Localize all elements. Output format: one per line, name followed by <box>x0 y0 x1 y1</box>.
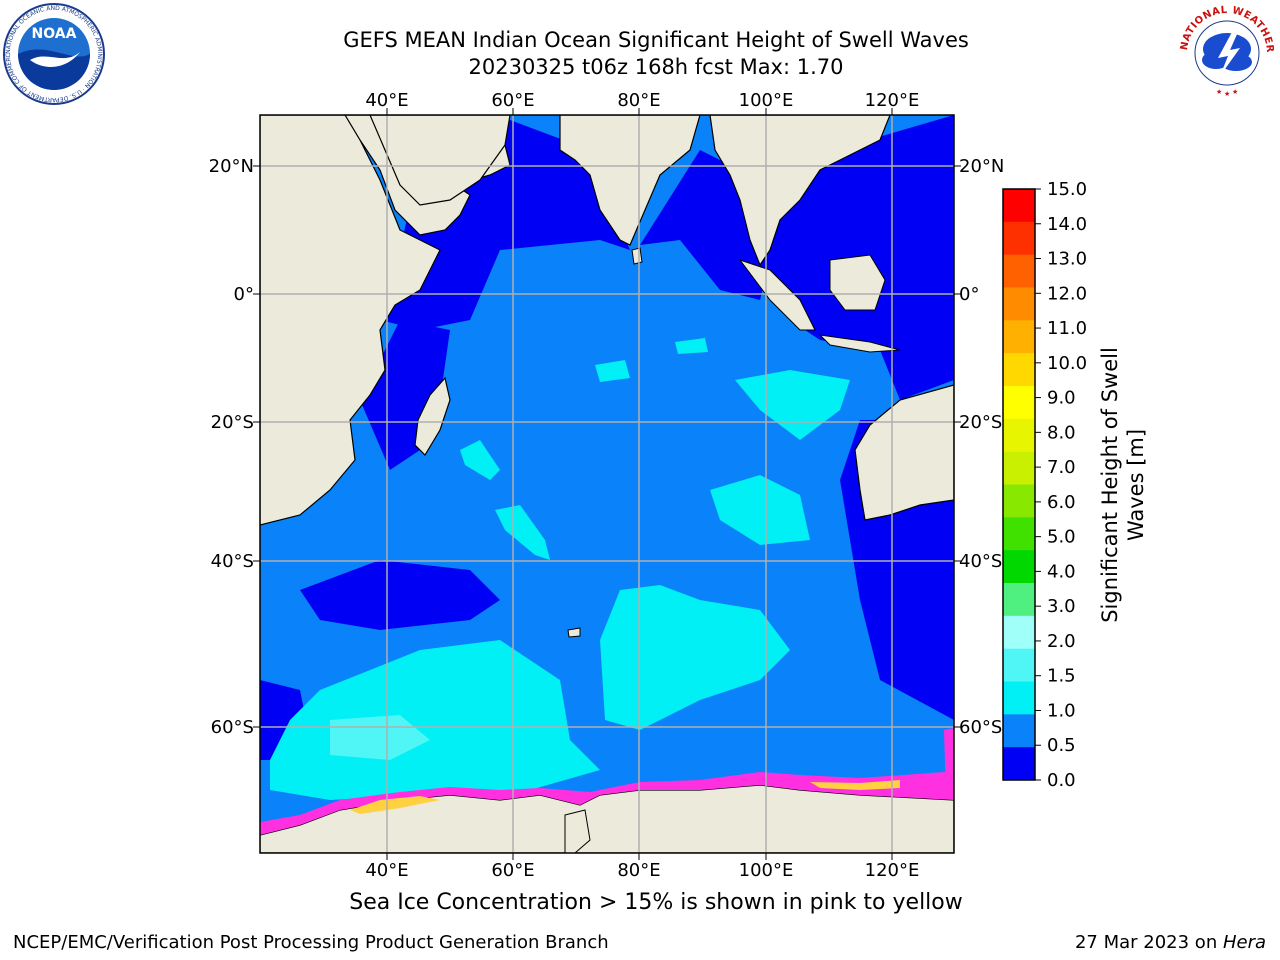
colorbar-tick-label: 13.0 <box>1047 249 1087 270</box>
swell-high-south-west <box>270 640 600 800</box>
swell-high-patch-1 <box>710 475 810 545</box>
colorbar-tick-label: 3.0 <box>1047 596 1076 617</box>
swell-high-patch-3 <box>460 440 500 480</box>
colorbar-tick-label: 5.0 <box>1047 527 1076 548</box>
tick-marks <box>253 108 961 860</box>
southeast-asia <box>709 115 891 267</box>
lat-label-left: 40°S <box>211 551 254 572</box>
colorbar-tick-label: 14.0 <box>1047 214 1087 235</box>
colorbar-label: Significant Height of SwellWaves [m] <box>1098 347 1148 623</box>
footer-date-text: 27 Mar 2023 on <box>1074 932 1223 953</box>
lon-label-bottom: 40°E <box>365 860 408 881</box>
lat-label-right: 20°N <box>959 156 1004 177</box>
lat-label-right: 0° <box>959 284 979 305</box>
lat-label-right: 20°S <box>959 412 1002 433</box>
colorbar-tick-label: 6.0 <box>1047 492 1076 513</box>
colorbar-tick-label: 2.0 <box>1047 631 1076 652</box>
colorbar-segment <box>1003 615 1035 650</box>
lon-label-top: 60°E <box>491 90 534 111</box>
footer-date: 27 Mar 2023 on Hera <box>1075 932 1266 953</box>
lat-label-left: 0° <box>234 284 254 305</box>
lat-label-right: 40°S <box>959 551 1002 572</box>
antarctica-peninsula <box>564 809 591 853</box>
colorbar: 15.0 14.0 13.0 12.0 11.0 10.0 9.0 8.0 7.0 6.0 5.0 4… <box>1002 179 1087 791</box>
lat-label-left: 20°S <box>211 412 254 433</box>
colorbar-segment <box>1003 681 1035 715</box>
colorbar-tick-label: 7.0 <box>1047 457 1076 478</box>
lat-label-left: 60°S <box>211 717 254 738</box>
colorbar-tick-label: 4.0 <box>1047 561 1076 582</box>
colorbar-segment <box>1003 221 1035 256</box>
colorbar-tick-label: 1.5 <box>1047 666 1076 687</box>
colorbar-segment <box>1003 386 1035 420</box>
sea-ice-high-concentration <box>810 780 900 790</box>
sea-ice-caption: Sea Ice Concentration > 15% is shown in … <box>349 890 963 915</box>
colorbar-segment <box>1003 418 1035 453</box>
colorbar-segment <box>1003 287 1035 321</box>
colorbar-tick-label: 15.0 <box>1047 179 1087 200</box>
sea-ice-high-concentration <box>350 796 440 814</box>
sumatra <box>738 259 816 331</box>
colorbar-frame <box>1002 188 1036 781</box>
madagascar <box>414 376 451 456</box>
colorbar-segment <box>1003 484 1035 518</box>
lon-label-top: 100°E <box>739 90 794 111</box>
map-frame <box>259 114 955 854</box>
colorbar-segment <box>1003 451 1035 485</box>
colorbar-tick-label: 8.0 <box>1047 422 1076 443</box>
colorbar-segment <box>1003 320 1035 354</box>
lat-label-right: 60°S <box>959 717 1002 738</box>
nws-logo: NATIONAL WEATHER SERVICE ★ ★ ★ <box>1176 2 1276 102</box>
svg-text:★: ★ <box>1216 88 1222 96</box>
java <box>818 334 901 353</box>
footer-credit: NCEP/EMC/Verification Post Processing Pr… <box>13 932 609 953</box>
colorbar-segment <box>1003 648 1035 682</box>
low-swell-south-africa <box>300 560 500 630</box>
colorbar-segment <box>1003 583 1035 617</box>
colorbar-tick-label: 10.0 <box>1047 353 1087 374</box>
swell-high-patch-4 <box>495 505 550 560</box>
borneo <box>829 254 886 311</box>
swell-high-patch-6 <box>675 338 708 354</box>
lon-label-bottom: 80°E <box>617 860 660 881</box>
lon-label-bottom: 100°E <box>739 860 794 881</box>
swell-high-south-central <box>600 585 790 730</box>
colorbar-segment <box>1003 714 1035 748</box>
arabian-peninsula <box>369 115 511 206</box>
colorbar-segment <box>1003 189 1035 223</box>
lon-label-bottom: 120°E <box>865 860 920 881</box>
noaa-logo: NATIONAL OCEANIC AND ATMOSPHERIC ADMINIS… <box>2 2 105 105</box>
colorbar-tick-label: 0.5 <box>1047 735 1076 756</box>
lon-label-top: 80°E <box>617 90 660 111</box>
swell-high-patch-5 <box>595 360 630 382</box>
sea-ice-band <box>260 772 954 835</box>
colorbar-tick-label: 0.0 <box>1047 770 1076 791</box>
gridlines <box>260 115 954 853</box>
sri-lanka <box>631 247 643 265</box>
colorbar-segment <box>1003 254 1035 288</box>
lon-label-top: 120°E <box>865 90 920 111</box>
kerguelen-island <box>567 627 581 638</box>
colorbar-segment <box>1003 747 1035 781</box>
colorbar-tick-label: 11.0 <box>1047 318 1087 339</box>
chart-subtitle: 20230325 t06z 168h fcst Max: 1.70 <box>468 55 844 79</box>
lon-label-top: 40°E <box>365 90 408 111</box>
colorbar-tick-label: 9.0 <box>1047 388 1076 409</box>
colorbar-tick-label: 12.0 <box>1047 283 1087 304</box>
india <box>559 115 701 246</box>
lon-label-bottom: 60°E <box>491 860 534 881</box>
colorbar-segment <box>1003 353 1035 387</box>
noaa-logo-text: NOAA <box>32 26 77 42</box>
colorbar-segment <box>1003 550 1035 584</box>
svg-text:★: ★ <box>1224 90 1230 98</box>
colorbar-segment <box>1003 517 1035 551</box>
australia <box>854 384 954 521</box>
chart-title: GEFS MEAN Indian Ocean Significant Heigh… <box>343 28 969 52</box>
svg-text:★: ★ <box>1232 88 1238 96</box>
sea-ice-east-edge <box>944 728 954 800</box>
footer-machine: Hera <box>1222 932 1266 953</box>
colorbar-tick-label: 1.0 <box>1047 700 1076 721</box>
lat-label-left: 20°N <box>209 156 254 177</box>
